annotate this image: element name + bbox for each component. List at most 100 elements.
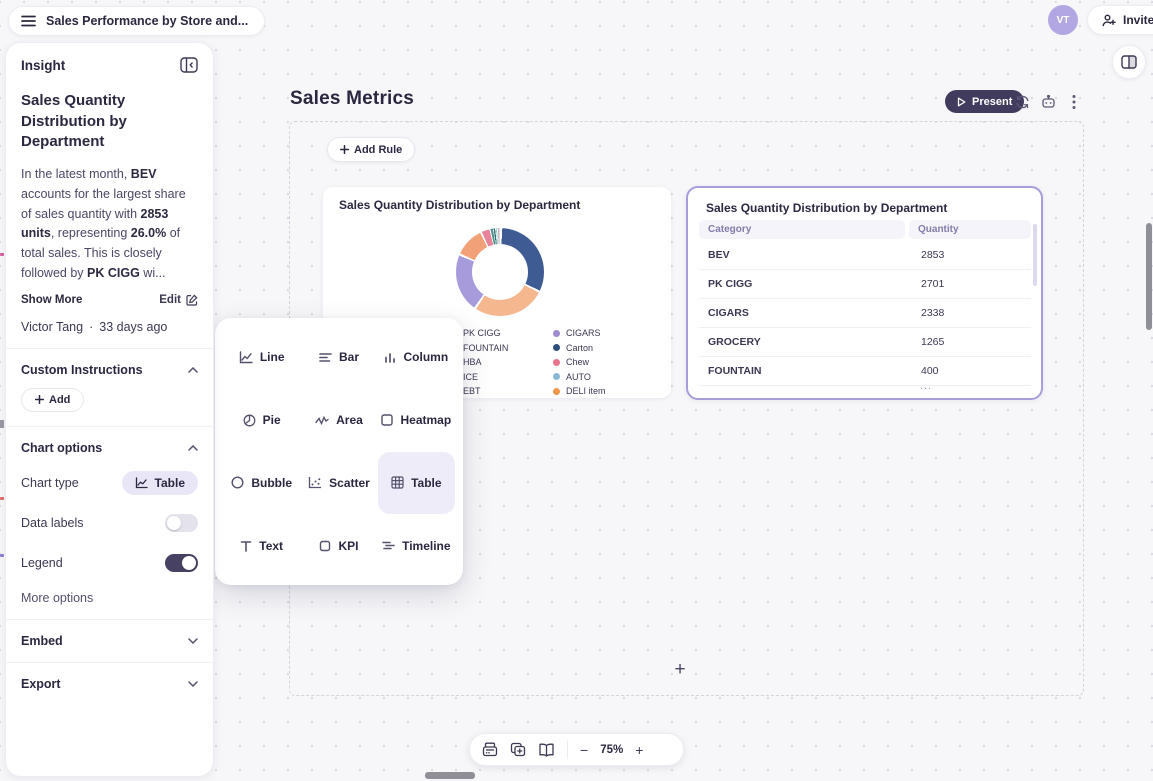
user-plus-icon	[1102, 14, 1116, 27]
cell-quantity: 400	[921, 365, 939, 377]
table-header: Category Quantity	[699, 220, 1031, 239]
cell-category: BEV	[708, 249, 730, 261]
show-more-link[interactable]: Show More	[21, 293, 83, 306]
chart-type-option-table[interactable]: Table	[377, 451, 455, 515]
chart-type-option-label: KPI	[338, 538, 359, 553]
invite-button[interactable]: Invite	[1087, 5, 1153, 35]
donut-chart[interactable]	[456, 228, 544, 316]
legend-swatch	[553, 373, 560, 380]
edit-pencil-icon	[186, 294, 198, 306]
legend-item[interactable]: AUTO	[553, 372, 606, 382]
table-scrollbar[interactable]	[1033, 224, 1037, 286]
legend-label: HBA	[463, 357, 482, 367]
add-rule-button[interactable]: Add Rule	[327, 137, 416, 162]
chart-type-option-area[interactable]: Area	[300, 389, 377, 452]
hamburger-menu-icon[interactable]	[21, 15, 36, 27]
zoom-in-button[interactable]: +	[635, 741, 644, 758]
chart-type-option-scatter[interactable]: Scatter	[300, 452, 377, 515]
add-instruction-button[interactable]: Add	[21, 387, 85, 412]
table-row[interactable]: CIGARS 2338	[699, 299, 1031, 328]
chart-type-selector[interactable]: Table	[121, 470, 198, 495]
table-row[interactable]: BEV 2853	[699, 241, 1031, 270]
chart-type-option-kpi[interactable]: KPI	[300, 514, 377, 577]
chart-type-option-label: Text	[259, 538, 284, 553]
chart-type-option-label: Pie	[262, 413, 281, 428]
print-icon[interactable]	[482, 742, 498, 757]
legend-label: Chew	[566, 357, 590, 367]
chart-type-option-timeline[interactable]: Timeline	[378, 514, 455, 577]
pie-chart-icon	[243, 414, 256, 427]
legend-item[interactable]: DELI item	[553, 386, 606, 396]
chart-type-option-text[interactable]: Text	[223, 514, 300, 577]
data-labels-toggle[interactable]	[165, 513, 198, 532]
chart-type-option-label: Area	[336, 413, 363, 428]
vertical-scrollbar[interactable]	[1146, 223, 1152, 330]
chart-type-option-heatmap[interactable]: Heatmap	[378, 389, 455, 452]
zoom-level: 75%	[600, 743, 624, 756]
duplicate-page-icon[interactable]	[510, 742, 526, 757]
column-header-category[interactable]: Category	[699, 220, 905, 239]
chevron-up-icon	[188, 366, 198, 373]
export-section-header[interactable]: Export	[21, 677, 198, 691]
donut-chart-card[interactable]: Sales Quantity Distribution by Departmen…	[323, 187, 671, 398]
chart-type-option-pie[interactable]: Pie	[223, 389, 300, 452]
chart-type-option-column[interactable]: Column	[378, 326, 455, 389]
insight-author-row: Victor Tang · 33 days ago	[21, 320, 198, 334]
workspace-title-pill[interactable]: Sales Performance by Store and...	[8, 6, 266, 36]
add-rule-label: Add Rule	[354, 143, 403, 156]
area-chart-icon	[315, 415, 329, 426]
chart-type-option-bubble[interactable]: Bubble	[223, 452, 300, 515]
legend-item[interactable]: CIGARS	[553, 328, 606, 338]
column-chart-icon	[384, 351, 396, 364]
legend-item[interactable]: Chew	[553, 357, 606, 367]
bot-icon[interactable]	[1038, 92, 1058, 112]
cell-category: GROCERY	[708, 336, 761, 348]
legend-swatch	[553, 344, 560, 351]
chevron-up-icon	[188, 444, 198, 451]
chart-options-section-header[interactable]: Chart options	[21, 441, 198, 455]
toggle-sidebar-button[interactable]	[1112, 45, 1146, 79]
insight-header: Insight	[21, 57, 66, 73]
column-header-quantity[interactable]: Quantity	[909, 220, 1031, 239]
insight-title: Sales Quantity Distribution by Departmen…	[21, 92, 127, 151]
chart-type-option-label: Table	[411, 475, 442, 490]
refresh-icon[interactable]	[1012, 92, 1032, 112]
more-options-link[interactable]: More options	[21, 590, 94, 605]
table-row[interactable]: GROCERY 1265	[699, 328, 1031, 357]
chart-type-option-bar[interactable]: Bar	[300, 326, 377, 389]
divider	[6, 347, 213, 349]
divider	[6, 425, 213, 427]
legend-label: Carton	[566, 342, 594, 353]
add-instruction-label: Add	[49, 393, 71, 406]
chart-type-option-label: Column	[403, 350, 449, 365]
present-button[interactable]: Present	[945, 90, 1025, 113]
divider	[6, 618, 213, 620]
add-widget-button[interactable]: +	[674, 659, 686, 680]
legend-item[interactable]: Carton	[553, 343, 606, 353]
table-chart-card[interactable]: Sales Quantity Distribution by Departmen…	[686, 186, 1043, 400]
legend-toggle[interactable]	[165, 553, 198, 572]
table-icon	[391, 476, 404, 489]
table-row[interactable]: FOUNTAIN 400	[699, 357, 1031, 386]
custom-instructions-section-header[interactable]: Custom Instructions	[21, 363, 198, 377]
donut-legend-right: CIGARS Carton Chew AUTO DELI item	[553, 328, 606, 396]
book-icon[interactable]	[538, 743, 555, 757]
table-card-title: Sales Quantity Distribution by Departmen…	[706, 201, 948, 215]
zoom-out-button[interactable]: −	[580, 741, 589, 758]
embed-section-header[interactable]: Embed	[21, 634, 198, 648]
horizontal-scrollbar[interactable]	[425, 772, 475, 779]
line-chart-icon	[239, 351, 253, 364]
edit-insight-button[interactable]: Edit	[159, 294, 198, 306]
scatter-chart-icon	[308, 476, 322, 489]
more-vertical-icon[interactable]	[1064, 92, 1084, 112]
text-icon	[240, 540, 252, 552]
collapse-panel-icon[interactable]	[180, 57, 198, 73]
table-row[interactable]: PK CIGG 2701	[699, 270, 1031, 299]
avatar[interactable]: VT	[1048, 5, 1078, 35]
legend-label: DELI item	[566, 386, 606, 396]
chart-type-label: Chart type	[21, 475, 79, 490]
chart-type-option-label: Timeline	[402, 538, 451, 553]
chart-type-option-line[interactable]: Line	[223, 326, 300, 389]
author-name: Victor Tang	[21, 319, 84, 334]
chart-type-option-label: Bar	[338, 350, 359, 365]
